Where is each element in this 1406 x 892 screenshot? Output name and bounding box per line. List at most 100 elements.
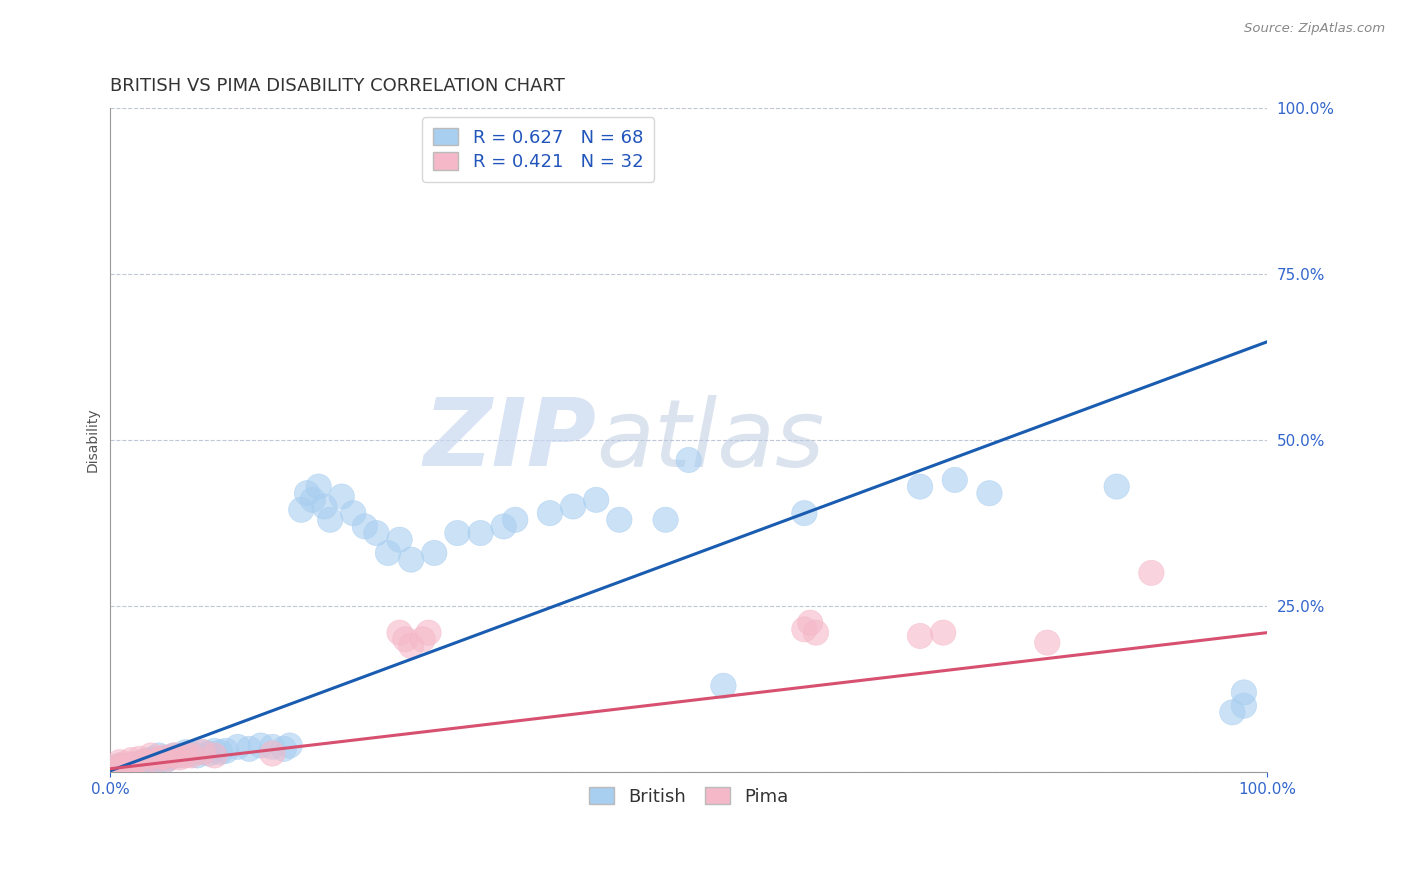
Ellipse shape <box>124 751 149 777</box>
Ellipse shape <box>179 743 204 768</box>
Ellipse shape <box>118 747 143 772</box>
Ellipse shape <box>444 520 470 546</box>
Ellipse shape <box>118 753 143 778</box>
Ellipse shape <box>1232 693 1257 718</box>
Ellipse shape <box>583 487 609 513</box>
Ellipse shape <box>110 756 135 781</box>
Ellipse shape <box>411 627 436 652</box>
Ellipse shape <box>184 743 209 768</box>
Text: ZIP: ZIP <box>423 394 596 486</box>
Ellipse shape <box>312 494 337 519</box>
Ellipse shape <box>143 749 169 775</box>
Ellipse shape <box>260 734 285 759</box>
Ellipse shape <box>1232 680 1257 705</box>
Ellipse shape <box>143 747 169 772</box>
Ellipse shape <box>149 747 176 772</box>
Ellipse shape <box>111 754 136 780</box>
Ellipse shape <box>1035 630 1060 656</box>
Ellipse shape <box>375 541 401 566</box>
Ellipse shape <box>247 733 274 758</box>
Ellipse shape <box>132 753 157 778</box>
Ellipse shape <box>1219 699 1246 725</box>
Ellipse shape <box>225 734 250 759</box>
Ellipse shape <box>173 739 198 764</box>
Ellipse shape <box>307 474 332 500</box>
Ellipse shape <box>797 610 823 635</box>
Ellipse shape <box>153 747 179 772</box>
Ellipse shape <box>236 736 262 762</box>
Ellipse shape <box>202 739 228 764</box>
Ellipse shape <box>318 508 343 533</box>
Ellipse shape <box>398 633 423 658</box>
Ellipse shape <box>149 745 176 770</box>
Text: Source: ZipAtlas.com: Source: ZipAtlas.com <box>1244 22 1385 36</box>
Ellipse shape <box>127 747 152 772</box>
Ellipse shape <box>277 733 302 758</box>
Ellipse shape <box>803 620 828 645</box>
Ellipse shape <box>173 743 198 768</box>
Ellipse shape <box>208 739 233 764</box>
Ellipse shape <box>1139 560 1164 585</box>
Legend: British, Pima: British, Pima <box>582 780 796 813</box>
Ellipse shape <box>537 500 562 525</box>
Ellipse shape <box>121 751 146 777</box>
Ellipse shape <box>146 743 172 768</box>
Ellipse shape <box>104 756 129 781</box>
Ellipse shape <box>676 448 702 473</box>
Ellipse shape <box>115 753 141 778</box>
Ellipse shape <box>104 754 129 780</box>
Ellipse shape <box>340 500 366 525</box>
Ellipse shape <box>156 745 181 770</box>
Ellipse shape <box>115 756 141 781</box>
Ellipse shape <box>127 754 152 780</box>
Ellipse shape <box>121 754 146 780</box>
Ellipse shape <box>329 484 354 509</box>
Ellipse shape <box>131 749 156 775</box>
Ellipse shape <box>162 743 187 768</box>
Ellipse shape <box>299 487 326 513</box>
Ellipse shape <box>1104 474 1129 500</box>
Ellipse shape <box>142 747 167 772</box>
Ellipse shape <box>111 751 136 777</box>
Ellipse shape <box>416 620 441 645</box>
Ellipse shape <box>561 494 586 519</box>
Ellipse shape <box>710 673 737 698</box>
Ellipse shape <box>162 743 187 768</box>
Ellipse shape <box>364 520 389 546</box>
Ellipse shape <box>502 508 529 533</box>
Ellipse shape <box>138 743 163 768</box>
Ellipse shape <box>195 741 222 766</box>
Ellipse shape <box>156 747 181 772</box>
Ellipse shape <box>977 481 1002 506</box>
Ellipse shape <box>606 508 633 533</box>
Ellipse shape <box>294 481 319 506</box>
Ellipse shape <box>107 749 132 775</box>
Ellipse shape <box>271 736 297 762</box>
Ellipse shape <box>167 745 193 770</box>
Ellipse shape <box>107 753 132 778</box>
Ellipse shape <box>387 620 412 645</box>
Ellipse shape <box>792 616 817 642</box>
Ellipse shape <box>792 500 817 525</box>
Ellipse shape <box>190 739 215 764</box>
Text: BRITISH VS PIMA DISABILITY CORRELATION CHART: BRITISH VS PIMA DISABILITY CORRELATION C… <box>111 78 565 95</box>
Ellipse shape <box>179 741 204 766</box>
Ellipse shape <box>202 743 228 768</box>
Ellipse shape <box>942 467 967 492</box>
Ellipse shape <box>110 754 135 780</box>
Ellipse shape <box>288 497 314 523</box>
Ellipse shape <box>907 474 932 500</box>
Ellipse shape <box>907 624 932 648</box>
Text: atlas: atlas <box>596 394 824 485</box>
Ellipse shape <box>135 747 160 772</box>
Ellipse shape <box>352 514 378 539</box>
Ellipse shape <box>422 541 447 566</box>
Ellipse shape <box>260 741 285 766</box>
Ellipse shape <box>398 547 423 573</box>
Ellipse shape <box>167 743 193 768</box>
Y-axis label: Disability: Disability <box>86 408 100 473</box>
Ellipse shape <box>392 627 418 652</box>
Ellipse shape <box>387 527 412 552</box>
Ellipse shape <box>214 739 239 764</box>
Ellipse shape <box>132 749 157 775</box>
